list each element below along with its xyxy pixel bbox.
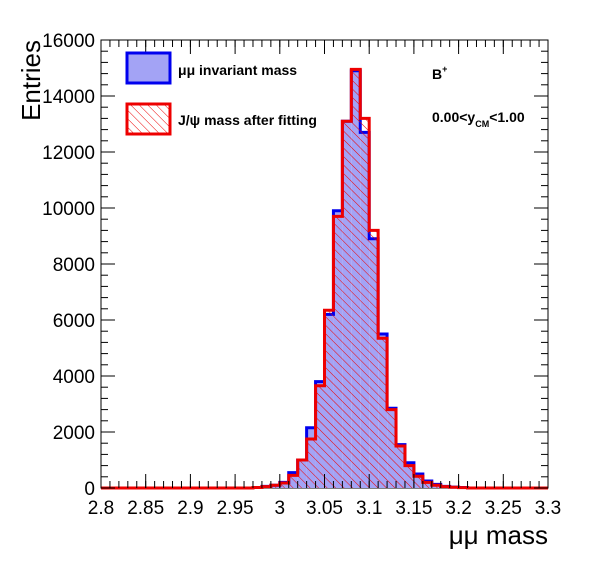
y-axis-title: Entries — [16, 40, 46, 121]
y-tick-label: 2000 — [53, 423, 95, 444]
x-tick-label: 3.2 — [445, 498, 471, 519]
legend-label-invariant-mass: μμ invariant mass — [178, 62, 297, 78]
histogram-bin — [297, 460, 307, 488]
x-tick-label: 3.05 — [306, 498, 343, 519]
y-tick-label: 0 — [84, 479, 95, 500]
histogram-bin — [396, 446, 405, 488]
legend-swatch-jpsi-fit — [125, 102, 172, 136]
histogram-bin — [351, 69, 361, 489]
series-layer — [101, 67, 548, 490]
histogram-bin — [333, 216, 343, 488]
series-jpsi-fit — [101, 67, 548, 490]
histogram-bin — [422, 482, 432, 488]
y-tick-label: 6000 — [53, 311, 95, 332]
y-tick-label: 12000 — [42, 143, 95, 164]
y-tick-label: 8000 — [53, 255, 95, 276]
y-tick-label: 10000 — [42, 199, 95, 220]
x-tick-label: 2.95 — [217, 498, 254, 519]
histogram-bin — [288, 475, 298, 488]
annotation-rapidity-range: 0.00<yCM<1.00 — [432, 109, 525, 129]
legend-label-jpsi-fit: J/ψ mass after fitting — [178, 112, 317, 128]
histogram-bin — [360, 118, 370, 489]
histogram-bin — [342, 121, 352, 488]
x-tick-label: 2.8 — [88, 498, 114, 519]
histogram-bin — [378, 338, 388, 488]
y-tick-label: 16000 — [42, 31, 95, 52]
histogram-bin — [369, 230, 379, 488]
x-tick-label: 2.85 — [127, 498, 164, 519]
ticks-layer: 2.8 2.85 2.9 2.95 3 3.05 3.1 3.15 3.2 3.25 3.3 0 200… — [42, 31, 561, 519]
x-tick-label: 3.25 — [485, 498, 522, 519]
x-tick-label: 3.1 — [356, 498, 382, 519]
histogram-bin — [387, 409, 397, 488]
histogram-bin — [413, 476, 423, 488]
y-tick-label: 14000 — [42, 87, 95, 108]
x-tick-label: 3.3 — [535, 498, 561, 519]
histogram-bin — [404, 465, 414, 488]
histogram-bin — [306, 439, 316, 488]
y-tick-label: 4000 — [53, 367, 95, 388]
legend-swatch-invariant-mass — [125, 51, 172, 85]
histogram-bin — [324, 310, 334, 488]
x-tick-label: 2.9 — [177, 498, 203, 519]
x-axis-title: μμ mass — [449, 520, 548, 550]
x-tick-label: 3.15 — [395, 498, 432, 519]
histogram-bin — [315, 385, 325, 488]
legend: μμ invariant mass J/ψ mass after fitting — [125, 51, 317, 136]
x-tick-label: 3 — [275, 498, 286, 519]
histogram-outline — [101, 67, 548, 490]
annotation-b-plus: B+ — [432, 64, 447, 82]
histogram-bin — [279, 482, 289, 488]
